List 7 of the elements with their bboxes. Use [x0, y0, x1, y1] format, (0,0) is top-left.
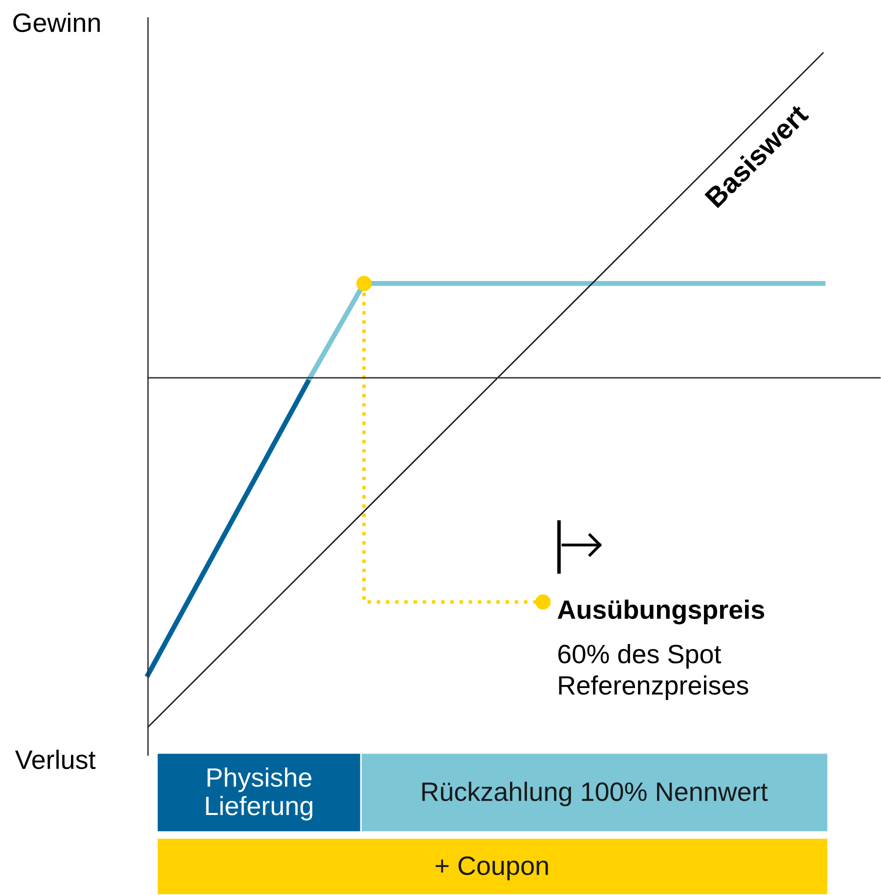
text: Rückzahlung 100% Nennwert	[422, 782, 768, 806]
annotation: Ausübungspreis	[558, 600, 764, 624]
text: Gewinn	[13, 12, 100, 32]
text: Verlust	[15, 750, 96, 770]
text: Physishe Lieferung	[206, 767, 312, 821]
text: + Coupon	[436, 856, 548, 880]
annotation: 60% des Spot Referenzpreises	[558, 644, 748, 700]
